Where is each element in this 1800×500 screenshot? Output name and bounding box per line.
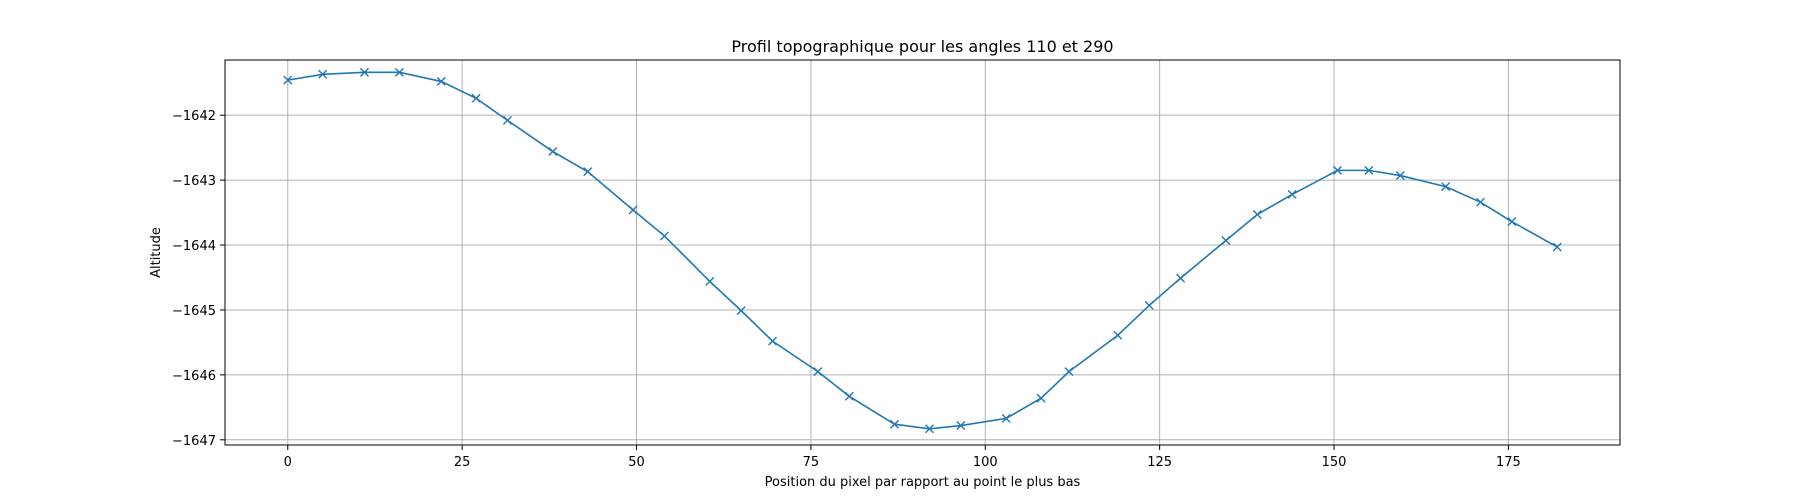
y-tick-label: −1642 — [172, 109, 216, 124]
data-point — [1507, 217, 1517, 227]
data-point — [890, 419, 900, 429]
data-point — [1252, 210, 1262, 220]
data-point — [768, 336, 778, 346]
data-point — [659, 231, 669, 241]
data-point — [283, 75, 293, 85]
data-point — [924, 424, 934, 434]
x-tick-label: 0 — [284, 455, 292, 470]
data-point — [705, 276, 715, 286]
data-point — [1364, 165, 1374, 175]
data-point — [1395, 171, 1405, 181]
series-layer — [283, 67, 1562, 434]
chart-title: Profil topographique pour les angles 110… — [731, 37, 1113, 56]
data-point — [1221, 235, 1231, 245]
data-point — [1333, 165, 1343, 175]
y-axis-label: Altitude — [149, 227, 164, 278]
y-tick-label: −1645 — [172, 304, 216, 319]
x-tick-label: 175 — [1496, 455, 1521, 470]
data-point — [1036, 393, 1046, 403]
data-point — [583, 167, 593, 177]
grid-lines — [225, 60, 1620, 445]
data-point — [1176, 273, 1186, 283]
data-point — [1064, 367, 1074, 377]
x-tick-label: 150 — [1322, 455, 1347, 470]
data-point — [502, 115, 512, 125]
data-point — [1476, 197, 1485, 207]
data-point — [1441, 182, 1451, 192]
data-point — [394, 67, 404, 77]
data-point — [956, 421, 966, 431]
data-point — [1144, 300, 1154, 310]
y-tick-label: −1644 — [172, 239, 216, 254]
data-point — [318, 69, 328, 79]
data-point — [813, 367, 823, 377]
data-point — [1287, 189, 1297, 199]
x-tick-label: 50 — [628, 455, 645, 470]
x-tick-label: 100 — [973, 455, 998, 470]
x-tick-label: 25 — [454, 455, 471, 470]
data-point — [471, 93, 481, 103]
data-point — [844, 391, 854, 401]
data-point — [548, 147, 558, 157]
tick-marks — [220, 114, 1509, 450]
data-point — [1552, 242, 1562, 252]
x-tick-label: 75 — [803, 455, 820, 470]
y-tick-label: −1647 — [172, 434, 216, 449]
x-axis-label: Position du pixel par rapport au point l… — [765, 475, 1081, 490]
data-point — [736, 306, 746, 316]
data-point — [1113, 330, 1123, 340]
x-tick-label: 125 — [1147, 455, 1172, 470]
data-point — [360, 67, 369, 77]
data-point — [628, 205, 638, 215]
plot-frame — [224, 59, 1621, 446]
y-tick-label: −1643 — [172, 174, 216, 189]
y-tick-label: −1646 — [172, 369, 216, 384]
data-point — [1001, 413, 1011, 423]
data-point — [436, 76, 446, 86]
